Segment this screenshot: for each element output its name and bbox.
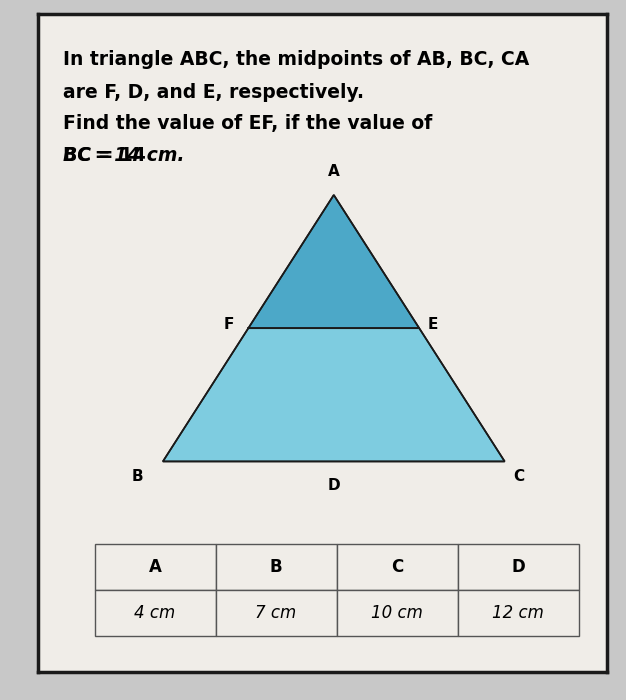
- Text: D: D: [327, 478, 340, 493]
- Polygon shape: [249, 195, 419, 328]
- Text: A: A: [148, 558, 162, 575]
- Text: A: A: [328, 164, 340, 178]
- Text: 10 cm: 10 cm: [371, 604, 423, 622]
- Bar: [458, 544, 579, 589]
- Text: C: C: [391, 558, 403, 575]
- Bar: [215, 589, 337, 636]
- Text: In triangle ABC, the midpoints of AB, BC, CA: In triangle ABC, the midpoints of AB, BC…: [63, 50, 530, 69]
- Text: C: C: [513, 469, 525, 484]
- Text: Find the value of EF, if the value of: Find the value of EF, if the value of: [63, 114, 433, 133]
- Polygon shape: [163, 328, 505, 461]
- Bar: [337, 544, 458, 589]
- Text: B: B: [270, 558, 282, 575]
- Text: BC = 14 cm.: BC = 14 cm.: [63, 146, 185, 164]
- Text: 4 cm: 4 cm: [135, 604, 176, 622]
- Text: 7 cm: 7 cm: [255, 604, 297, 622]
- Text: E: E: [428, 317, 438, 332]
- Bar: [95, 544, 215, 589]
- Text: F: F: [223, 317, 234, 332]
- Text: D: D: [511, 558, 525, 575]
- Text: B: B: [131, 469, 143, 484]
- Text: are F, D, and E, respectively.: are F, D, and E, respectively.: [63, 83, 364, 102]
- Bar: [337, 589, 458, 636]
- Text: BC = 14: BC = 14: [63, 146, 153, 164]
- Bar: [215, 544, 337, 589]
- Bar: [95, 589, 215, 636]
- Bar: [458, 589, 579, 636]
- Text: 12 cm: 12 cm: [492, 604, 544, 622]
